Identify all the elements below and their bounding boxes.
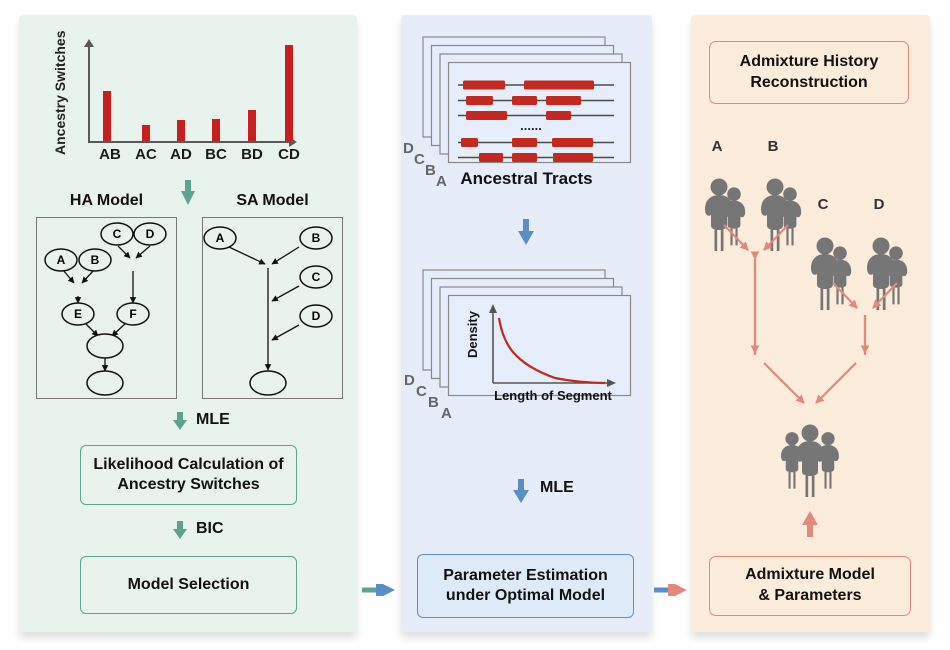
- svg-text:......: ......: [520, 118, 542, 133]
- svg-text:A: A: [57, 253, 66, 267]
- svg-text:D: D: [312, 309, 321, 323]
- svg-text:C: C: [416, 383, 427, 400]
- svg-text:Density: Density: [465, 310, 480, 358]
- svg-text:A: A: [216, 231, 225, 245]
- svg-text:B: B: [91, 253, 100, 267]
- svg-text:C: C: [113, 227, 122, 241]
- svg-text:D: D: [404, 372, 415, 389]
- svg-text:C: C: [312, 270, 321, 284]
- svg-text:D: D: [403, 140, 414, 157]
- svg-text:D: D: [146, 227, 155, 241]
- svg-text:B: B: [312, 231, 321, 245]
- svg-text:E: E: [74, 307, 82, 321]
- svg-text:A: A: [441, 405, 452, 422]
- svg-text:F: F: [129, 307, 136, 321]
- svg-text:Length of Segment: Length of Segment: [494, 388, 612, 403]
- svg-text:C: C: [414, 151, 425, 168]
- svg-text:B: B: [428, 394, 439, 411]
